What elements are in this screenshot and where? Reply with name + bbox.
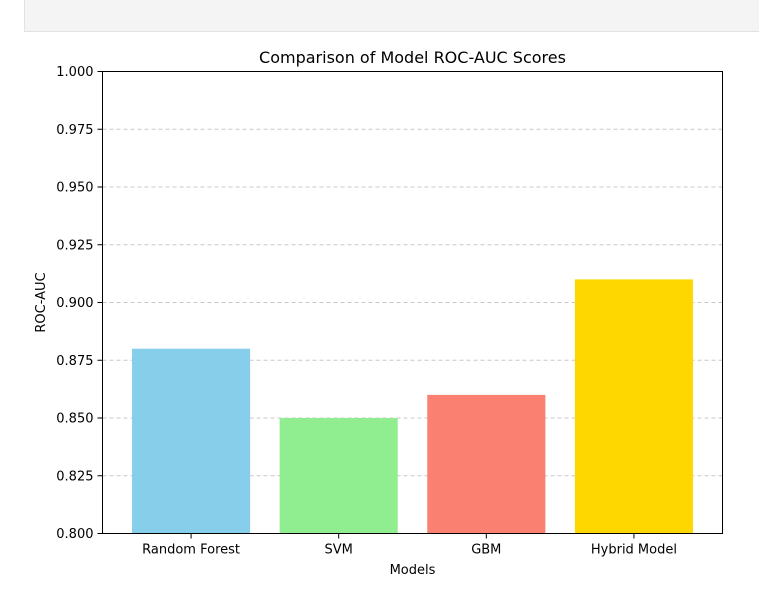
grid-lines — [102, 128, 723, 477]
bar-gbm — [427, 394, 546, 534]
x-tick-label: Random Forest — [142, 543, 240, 558]
y-tick-label: 0.875 — [56, 354, 93, 369]
chart-title: Comparison of Model ROC-AUC Scores — [259, 48, 566, 67]
x-tick-label: GBM — [471, 543, 501, 558]
y-tick-label: 0.925 — [56, 238, 93, 253]
x-tick-label: SVM — [325, 543, 353, 558]
y-tick-label: 0.975 — [56, 123, 93, 138]
y-axis-label: ROC-AUC — [34, 272, 49, 332]
y-axis-ticks: 0.800 0.825 0.850 0.875 0.900 0.925 0.950 0.975… — [56, 65, 103, 542]
y-tick-label: 1.000 — [56, 65, 93, 80]
y-tick-label: 0.900 — [56, 296, 93, 311]
y-tick-label: 0.800 — [56, 527, 93, 542]
x-axis-label: Models — [390, 563, 436, 578]
bars — [132, 279, 693, 534]
y-tick-label: 0.825 — [56, 469, 93, 484]
x-axis-ticks: Random Forest SVM GBM Hybrid Model — [142, 533, 677, 558]
x-tick-label: Hybrid Model — [591, 543, 677, 558]
notebook-cell-top-strip — [24, 0, 759, 32]
y-tick-label: 0.950 — [56, 181, 93, 196]
bar-random-forest — [132, 348, 251, 534]
y-tick-label: 0.850 — [56, 412, 93, 427]
bar-svm — [279, 418, 398, 534]
bar-hybrid-model — [574, 279, 693, 534]
